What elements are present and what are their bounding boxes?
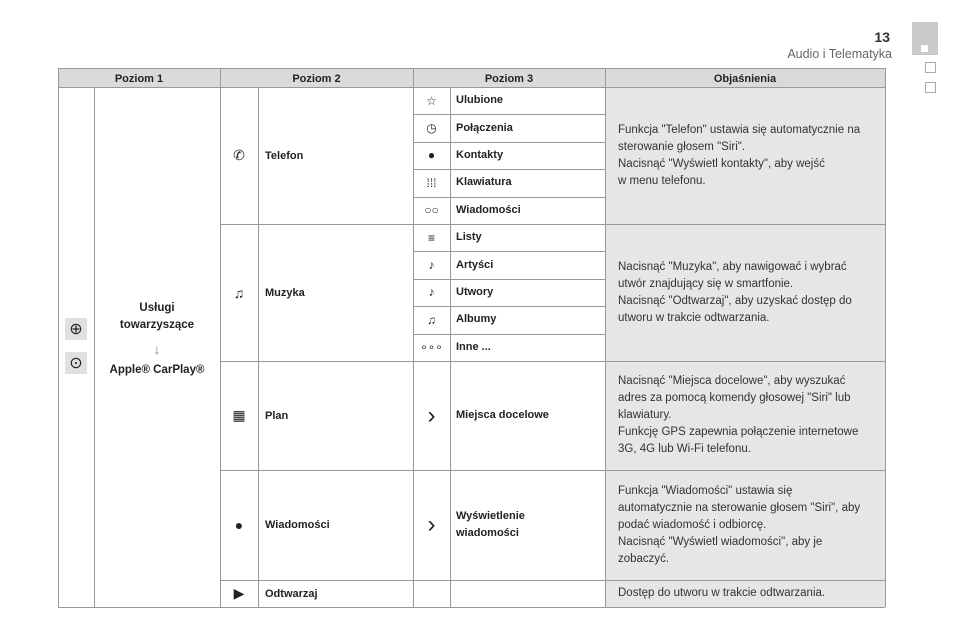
chapter-tab bbox=[925, 62, 936, 73]
voicemail-icon: ○○ bbox=[424, 203, 439, 218]
column-divider bbox=[94, 87, 95, 607]
level1-title: Usługi towarzyszące bbox=[119, 302, 195, 331]
page-number: 13 bbox=[874, 29, 890, 45]
header-divider bbox=[58, 87, 885, 88]
row-divider bbox=[413, 141, 605, 143]
column-divider bbox=[58, 68, 59, 607]
row-divider bbox=[413, 278, 605, 280]
message-bubble-icon: ● bbox=[234, 517, 244, 533]
contact-icon: ● bbox=[427, 148, 436, 163]
row-divider bbox=[413, 169, 605, 171]
explanation-text: Nacisnąć "Miejsca docelowe", aby wyszuka… bbox=[618, 375, 859, 455]
chevron-right-icon: › bbox=[427, 511, 436, 538]
note-icon: ♪ bbox=[428, 285, 435, 300]
level3-item[interactable]: Ulubione bbox=[456, 94, 504, 107]
level3-item[interactable]: Listy bbox=[456, 231, 482, 244]
album-icon: ♫ bbox=[427, 312, 436, 327]
column-divider bbox=[605, 68, 606, 607]
level3-item[interactable]: Kontakty bbox=[456, 148, 504, 161]
playlist-icon: ≡ bbox=[427, 230, 435, 245]
level2-item[interactable]: Odtwarzaj bbox=[265, 587, 318, 600]
column-header: Poziom 2 bbox=[220, 68, 413, 88]
column-divider bbox=[885, 68, 886, 607]
keypad-icon: ⁞⁞⁞ bbox=[426, 175, 437, 190]
column-header: Objaśnienia bbox=[605, 68, 885, 88]
arrow-down-icon: ↓ bbox=[153, 341, 161, 357]
level3-item[interactable]: Albumy bbox=[456, 313, 497, 326]
level2-item[interactable]: Plan bbox=[265, 409, 289, 422]
row-divider bbox=[413, 306, 605, 308]
level3-item[interactable]: Klawiatura bbox=[456, 176, 512, 189]
level2-item[interactable]: Wiadomości bbox=[265, 519, 330, 531]
section-title: Audio i Telematyka bbox=[787, 47, 892, 61]
play-icon: ▶ bbox=[233, 585, 245, 601]
explanation-column-bg bbox=[605, 87, 885, 607]
table-bottom bbox=[58, 607, 885, 608]
star-icon: ☆ bbox=[426, 93, 437, 108]
column-divider bbox=[258, 87, 259, 607]
clock-icon: ◷ bbox=[426, 121, 437, 136]
level3-item[interactable]: Wyświetlenie wiadomości bbox=[456, 510, 525, 539]
globe-icon: ⊕ bbox=[65, 318, 87, 340]
column-divider bbox=[220, 68, 221, 607]
explanation-text: Dostęp do utworu w trakcie odtwarzania. bbox=[618, 587, 826, 599]
column-header: Poziom 1 bbox=[58, 68, 220, 88]
music-note-icon: ♫ bbox=[233, 284, 245, 301]
row-divider bbox=[220, 580, 885, 581]
row-divider bbox=[413, 196, 605, 198]
map-icon: ▦ bbox=[232, 407, 246, 423]
level2-item[interactable]: Telefon bbox=[265, 149, 304, 162]
column-header: Poziom 3 bbox=[413, 68, 605, 88]
level1-subtitle: Apple® CarPlay® bbox=[109, 364, 205, 376]
explanation-text: Funkcja "Telefon" ustawia się automatycz… bbox=[618, 123, 861, 187]
level3-item[interactable]: Utwory bbox=[456, 285, 494, 298]
level3-item[interactable]: Wiadomości bbox=[456, 203, 521, 216]
level2-item[interactable]: Muzyka bbox=[265, 286, 305, 299]
row-divider bbox=[220, 361, 885, 362]
explanation-text: Nacisnąć "Muzyka", aby nawigować i wybra… bbox=[618, 260, 852, 324]
column-divider bbox=[413, 68, 414, 607]
level3-item[interactable]: Miejsca docelowe bbox=[456, 409, 549, 421]
row-divider bbox=[413, 251, 605, 253]
level3-item[interactable]: Inne ... bbox=[456, 340, 491, 353]
chapter-tab-active bbox=[912, 22, 938, 55]
artist-icon: ♪ bbox=[428, 258, 435, 273]
carplay-icon: ⊙ bbox=[65, 352, 87, 374]
row-divider bbox=[413, 114, 605, 116]
row-divider bbox=[413, 333, 605, 335]
chapter-tab bbox=[925, 82, 936, 93]
row-divider bbox=[220, 470, 885, 471]
chevron-right-icon: › bbox=[427, 401, 436, 429]
row-divider bbox=[220, 224, 885, 225]
level3-item[interactable]: Artyści bbox=[456, 258, 494, 271]
level3-item[interactable]: Połączenia bbox=[456, 121, 513, 134]
column-divider bbox=[450, 87, 451, 607]
more-icon: ∘∘∘ bbox=[420, 340, 443, 355]
phone-icon: ✆ bbox=[233, 147, 245, 163]
explanation-text: Funkcja "Wiadomości" ustawia się automat… bbox=[618, 484, 861, 565]
